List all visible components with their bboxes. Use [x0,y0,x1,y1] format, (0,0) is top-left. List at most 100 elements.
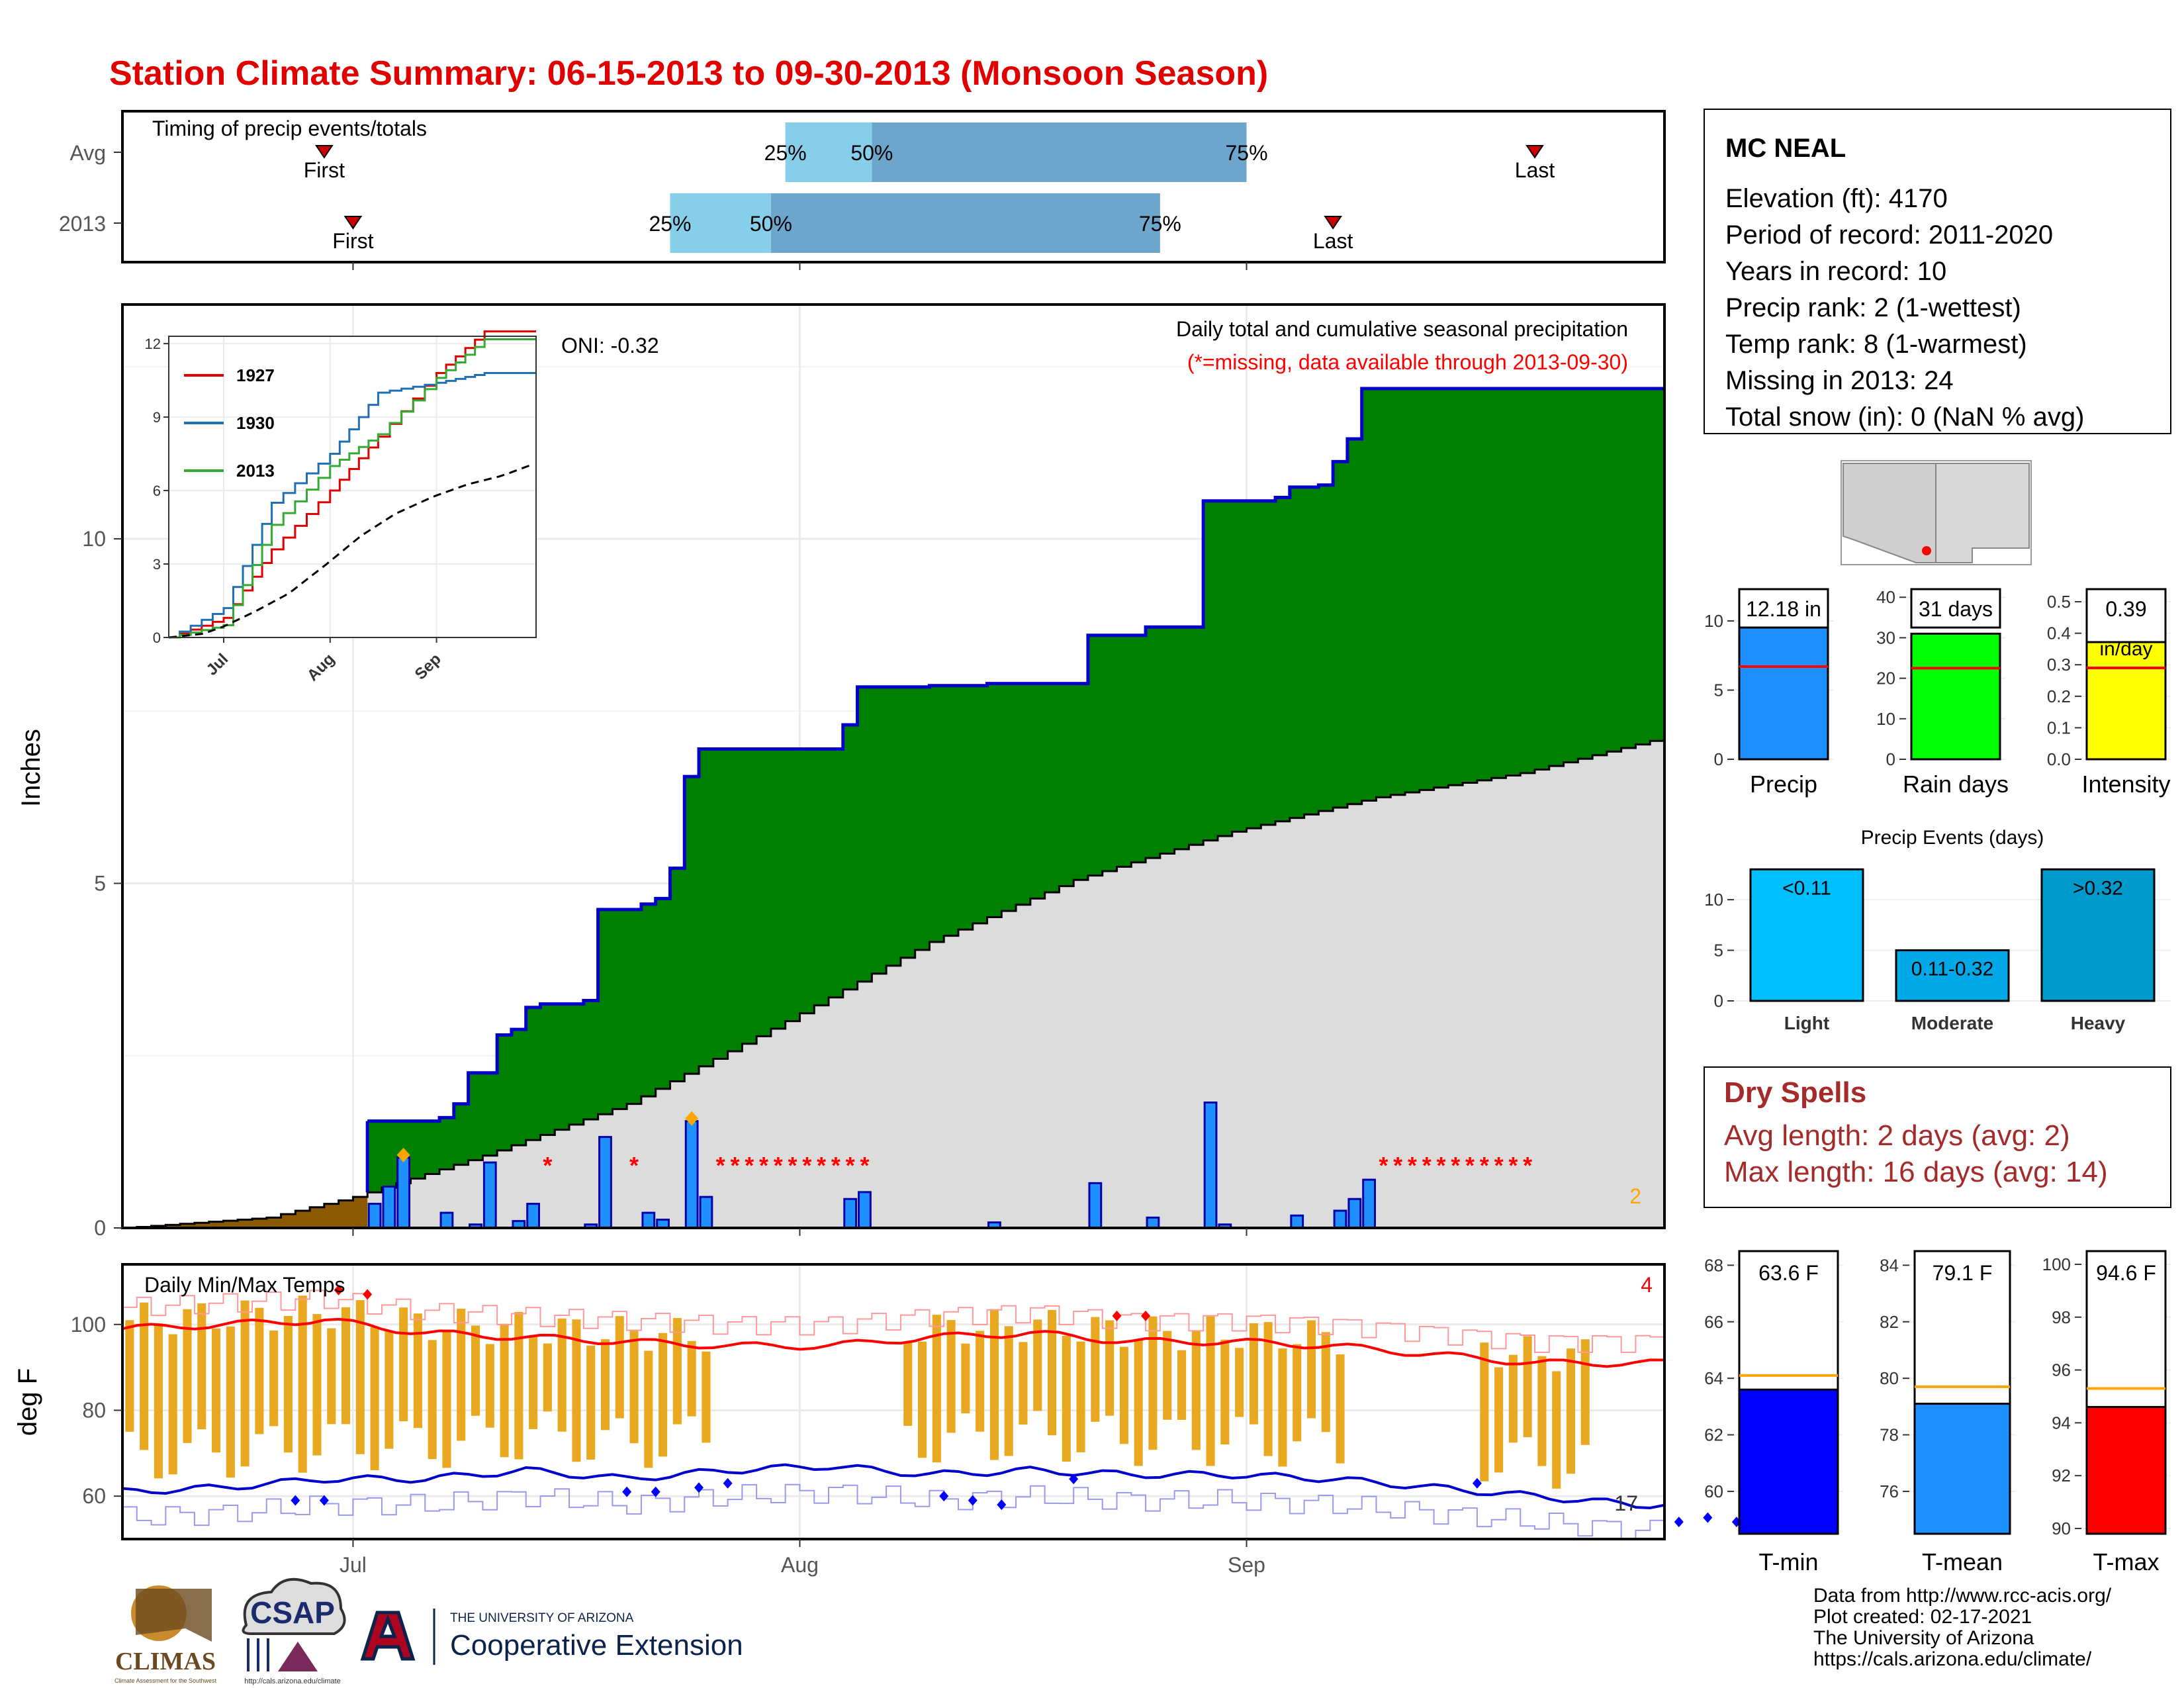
inset-legend-label: 1927 [236,365,275,385]
daily-temp-bar [197,1303,206,1430]
temp-bar-tick-label: 62 [1704,1425,1723,1445]
daily-precip-bar [641,1211,656,1229]
daily-temp-bar [1163,1331,1172,1420]
temp-bar-value-label: 94.6 F [2096,1261,2156,1285]
daily-temp-bar [529,1336,538,1429]
record-low-marker [1703,1512,1713,1523]
daily-temp-bar [514,1311,523,1460]
timing-label-75: 75% [1139,212,1181,236]
daily-precip-bar [526,1203,540,1229]
timing-marker-last [1525,145,1544,159]
ua-line2: Cooperative Extension [450,1629,743,1662]
missing-star: * [774,1152,783,1179]
daily-temp-bar [428,1340,437,1460]
daily-precip-bar [1088,1182,1103,1229]
daily-temp-bar [644,1350,653,1468]
daily-temp-bar [1263,1322,1273,1456]
daily-temp-bar [543,1343,552,1412]
temp-bar-tick-label: 80 [1880,1368,1899,1388]
daily-temp-bar [903,1342,913,1426]
timing-bar-50-75 [872,122,1247,182]
daily-temp-bar [586,1345,596,1460]
temp-bar-name: T-min [1759,1548,1819,1575]
record-low-marker [968,1495,978,1506]
station-name: MC NEAL [1725,134,1846,163]
csap-logo-sub: http://cals.arizona.edu/climate [244,1677,341,1685]
summary-bar-label-box [1738,588,1829,629]
daily-temp-bar [283,1315,293,1453]
timing-label-last: Last [1313,229,1353,253]
timing-marker-first [314,145,334,159]
temp-bar-1 [1913,1403,2011,1535]
timing-marker-last [1324,216,1343,230]
daily-temp-bar [1105,1320,1115,1416]
temp-bar-name: T-max [2093,1548,2159,1575]
summary-bar-tick-label: 0.2 [2047,686,2071,706]
summary-bar-value-label2: in/day [2099,638,2152,660]
summary-bars: 0 5 10 12.18 in Precip 0 10 20 30 40 31 days Rain d… [1704,587,2171,798]
summary-bar-label-box [1910,588,2001,629]
climas-logo-text: CLIMAS [115,1648,216,1675]
temp-bar-2 [2085,1405,2167,1535]
temp-bar-name: T-mean [1922,1548,2003,1575]
precip-panel-frame [121,303,1666,1229]
station-info-line: Period of record: 2011-2020 [1725,220,2053,250]
events-bar-name: Moderate [1911,1013,1993,1033]
record-low-marker [1069,1474,1079,1485]
timing-bar-25-50 [785,122,872,182]
temp-panel-label: Daily Min/Max Temps [144,1273,345,1297]
temp-bar-tick-label: 68 [1704,1255,1723,1275]
summary-bar-tick-label: 0.1 [2047,718,2071,737]
inset-frame [168,336,537,638]
timing-panel-label: Timing of precip events/totals [152,117,427,140]
daily-temp-bar [932,1315,941,1463]
summary-bar-tick-label: 0.4 [2047,624,2071,643]
daily-temp-bar [1306,1320,1316,1419]
summary-bar-name: Precip [1750,771,1817,798]
avg-max-line [122,1317,1665,1368]
timing-label-first: First [304,158,345,182]
timing-marker-first [343,216,363,230]
timing-label-last: Last [1515,158,1555,182]
daily-temp-bar [961,1343,970,1414]
daily-precip-bar [382,1186,396,1229]
temp-bar-0 [1738,1388,1839,1535]
temp-summary-bars: 60 62 64 66 68 63.6 F T-min 76 78 80 82 84 79.1 F T-m… [1704,1250,2171,1575]
precip-y-axis: 0 5 10 [82,527,122,1240]
events-bar-name: Heavy [2071,1013,2126,1033]
daily-precip-bar [1290,1214,1304,1229]
inset-average-line [168,463,533,639]
daily-temp-bar [385,1331,394,1449]
missing-star: * [543,1152,552,1179]
daily-temp-bar [140,1302,149,1450]
x-tick-label: Jul [340,1553,367,1577]
daily-temp-bar [226,1326,235,1478]
inset-bg [169,336,536,637]
timing-bar-50-75 [770,193,1160,253]
record-low-marker [694,1482,704,1493]
daily-precip-bar [858,1191,872,1229]
daily-temp-bar [1206,1316,1215,1466]
station-info-line: Precip rank: 2 (1-wettest) [1725,293,2021,322]
daily-temp-bar [399,1307,408,1422]
summary-bar-tick-label: 30 [1876,628,1895,647]
flag-marker [685,1111,699,1126]
temp-bar-tick-label: 90 [2052,1519,2071,1538]
missing-star: * [759,1152,768,1179]
daily-temp-bar [312,1314,322,1456]
summary-bar-name: Rain days [1903,771,2009,798]
daily-temp-bar [341,1307,351,1425]
station-lines: Elevation (ft): 4170 Period of record: 20… [1725,184,2084,432]
figure-title: Station Climate Summary: 06-15-2013 to 0… [109,54,1268,93]
daily-temp-bar [125,1320,134,1432]
daily-temp-bar [1076,1341,1085,1452]
summary-bar-value-label: 12.18 in [1746,597,1821,621]
dry-spells-title: Dry Spells [1724,1076,1866,1109]
daily-temp-bar [370,1327,379,1471]
daily-precip-bar [367,1203,382,1229]
daily-precip-bar [1146,1216,1160,1229]
daily-temp-bar [976,1331,985,1432]
temp-bar-tick-label: 84 [1880,1255,1899,1275]
dry-spells-frame [1704,1066,2171,1208]
